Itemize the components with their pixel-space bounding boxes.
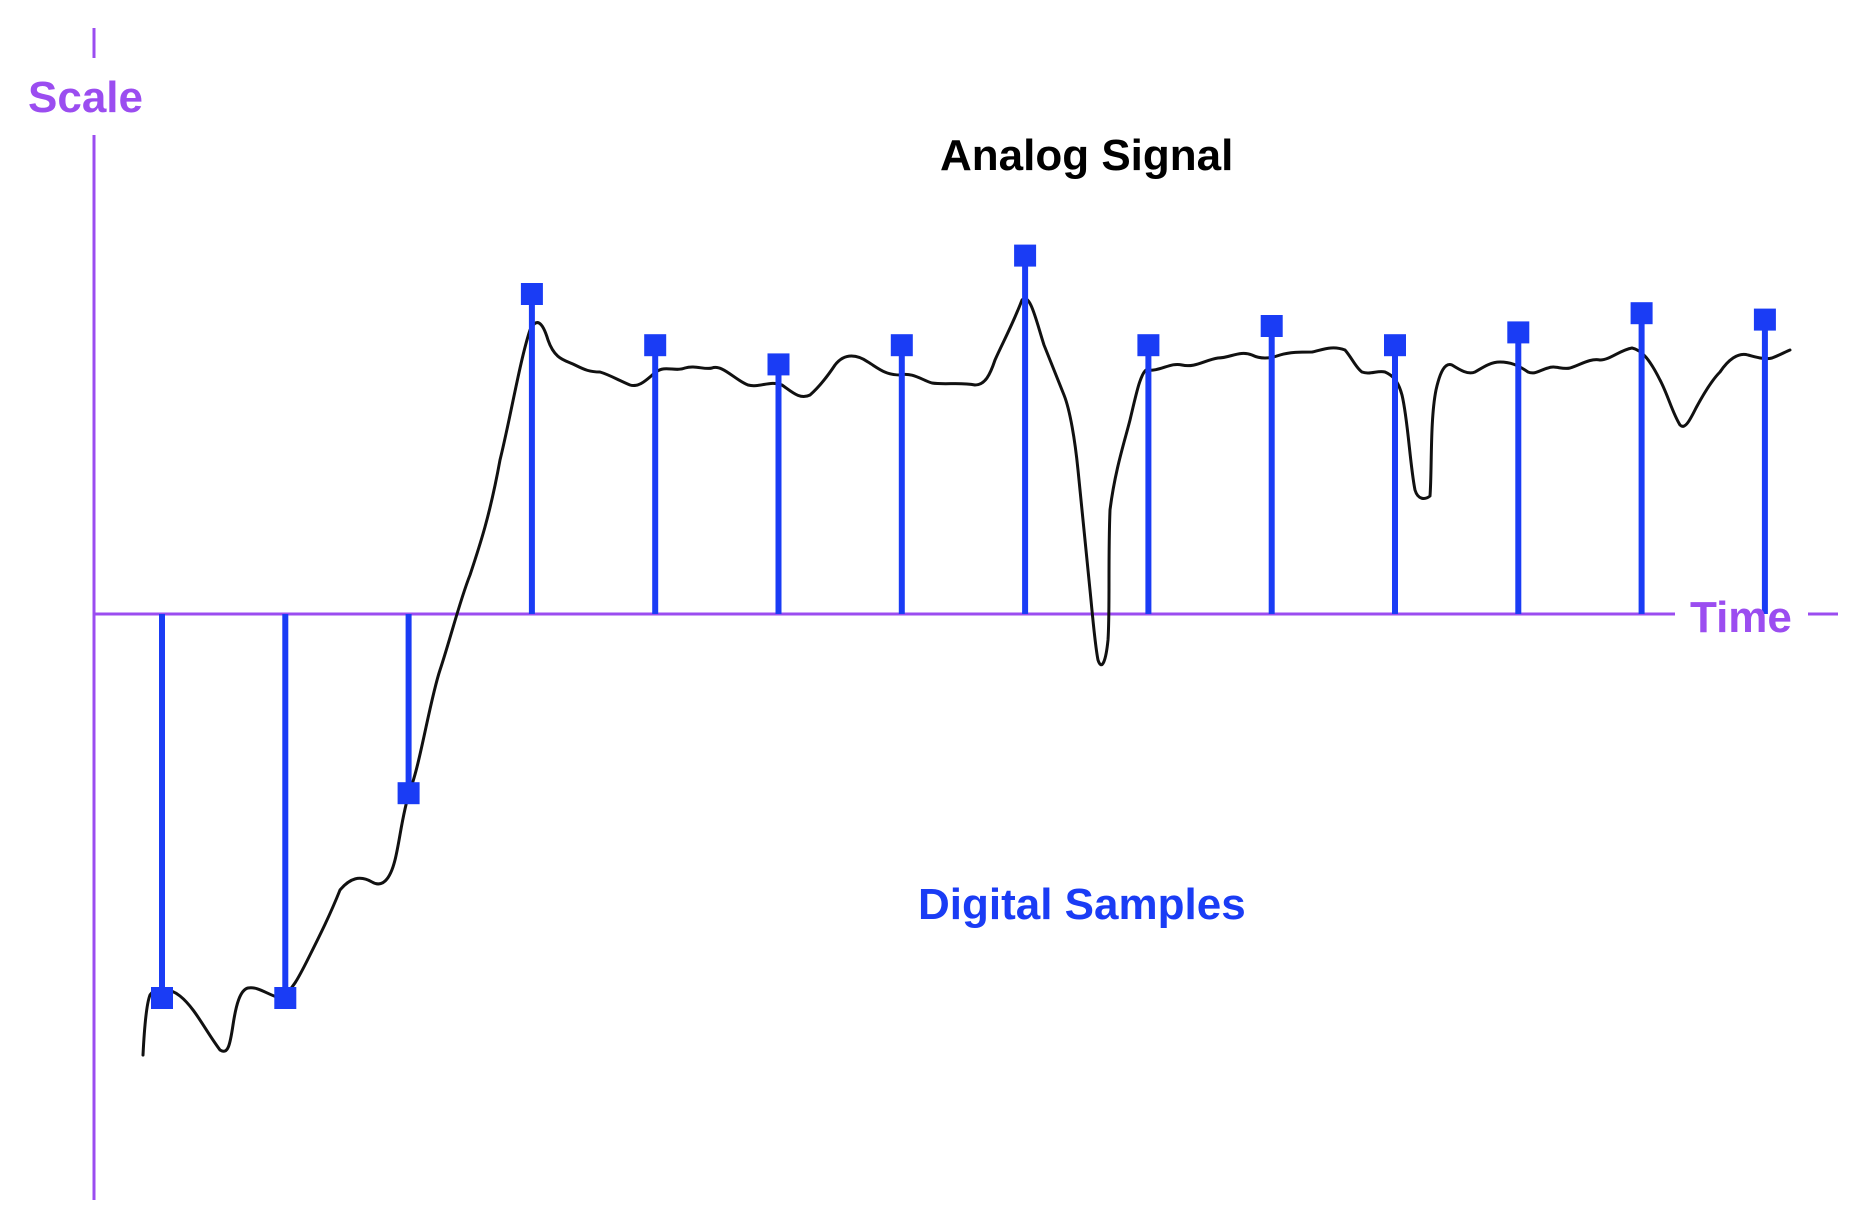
sample-marker bbox=[1753, 308, 1776, 331]
sample-marker bbox=[1137, 334, 1160, 357]
sample-marker bbox=[274, 987, 297, 1009]
digital-samples-label: Digital Samples bbox=[918, 880, 1246, 929]
time-label: Time bbox=[1690, 593, 1792, 642]
analog-signal-label: Analog Signal bbox=[940, 131, 1234, 180]
sample-marker bbox=[1260, 315, 1283, 337]
sample-marker bbox=[520, 283, 543, 305]
sample-marker bbox=[1507, 321, 1530, 344]
sample-marker bbox=[1384, 334, 1406, 357]
sample-marker bbox=[1630, 302, 1653, 325]
sample-marker bbox=[890, 334, 913, 357]
sample-marker bbox=[397, 782, 420, 805]
sample-marker bbox=[1014, 244, 1037, 267]
digital-samples bbox=[151, 244, 1776, 1009]
sample-marker bbox=[644, 334, 667, 357]
analog-signal-curve bbox=[141, 297, 1792, 1057]
sample-marker bbox=[767, 353, 790, 376]
sample-marker bbox=[151, 987, 173, 1009]
scale-label: Scale bbox=[28, 73, 143, 122]
